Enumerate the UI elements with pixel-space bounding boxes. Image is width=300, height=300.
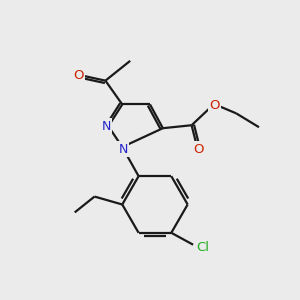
Text: Cl: Cl xyxy=(196,241,209,254)
Text: O: O xyxy=(74,69,84,82)
Text: N: N xyxy=(118,142,128,155)
Text: N: N xyxy=(102,120,111,133)
Text: O: O xyxy=(193,142,204,155)
Text: O: O xyxy=(209,99,220,112)
